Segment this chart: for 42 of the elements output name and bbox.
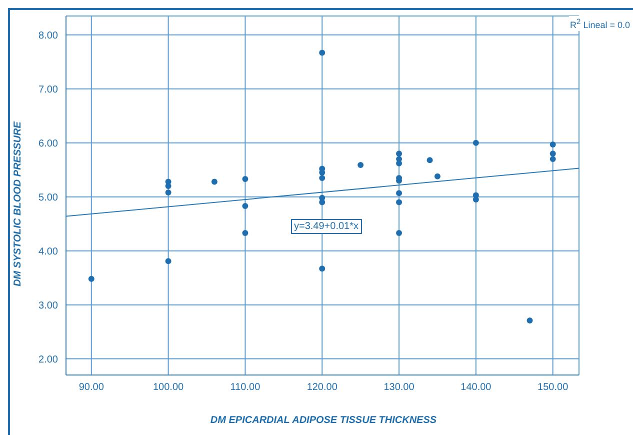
point xyxy=(165,190,172,196)
point xyxy=(434,173,440,180)
point xyxy=(472,140,479,146)
point xyxy=(165,183,172,190)
point xyxy=(426,157,433,164)
point xyxy=(319,266,326,272)
y-tick-label: 7.00 xyxy=(38,84,58,96)
point xyxy=(396,199,402,206)
point xyxy=(396,230,402,236)
point xyxy=(211,178,218,185)
point xyxy=(550,150,556,157)
x-tick-label: 120.00 xyxy=(306,382,338,394)
annotation: y=3.49+0.01*x xyxy=(291,219,362,234)
point xyxy=(550,141,556,148)
x-tick-label: 90.00 xyxy=(78,382,104,394)
y-tick-label: 2.00 xyxy=(38,354,58,366)
point xyxy=(396,150,402,157)
point xyxy=(242,176,248,182)
point xyxy=(319,50,326,56)
point xyxy=(165,258,172,264)
x-tick-label: 130.00 xyxy=(384,382,415,394)
point xyxy=(358,162,364,168)
point xyxy=(319,174,326,181)
x-tick-label: 100.00 xyxy=(152,382,184,394)
point xyxy=(242,203,248,210)
point xyxy=(472,196,479,203)
point xyxy=(550,156,556,162)
x-tick-label: 140.00 xyxy=(460,382,492,394)
y-tick-label: 6.00 xyxy=(38,138,58,150)
point xyxy=(242,230,248,236)
y-tick-label: 5.00 xyxy=(38,192,58,204)
point xyxy=(526,317,533,324)
y-tick-label: 4.00 xyxy=(38,246,58,258)
point xyxy=(88,276,94,282)
point xyxy=(396,190,402,196)
x-tick-label: 150.00 xyxy=(538,382,569,394)
annotation: R$^{2}$ Lineal = 0.0 xyxy=(569,16,631,31)
y-tick-label: 3.00 xyxy=(38,300,58,312)
x-axis-title: DM EPICARDIAL ADIPOSE TISSUE THICKNESS xyxy=(209,415,438,426)
y-tick-label: 8.00 xyxy=(38,30,58,42)
y-axis-title: DM SYSTOLIC BLOOD PRESSURE xyxy=(12,121,24,286)
x-tick-label: 110.00 xyxy=(230,382,261,394)
